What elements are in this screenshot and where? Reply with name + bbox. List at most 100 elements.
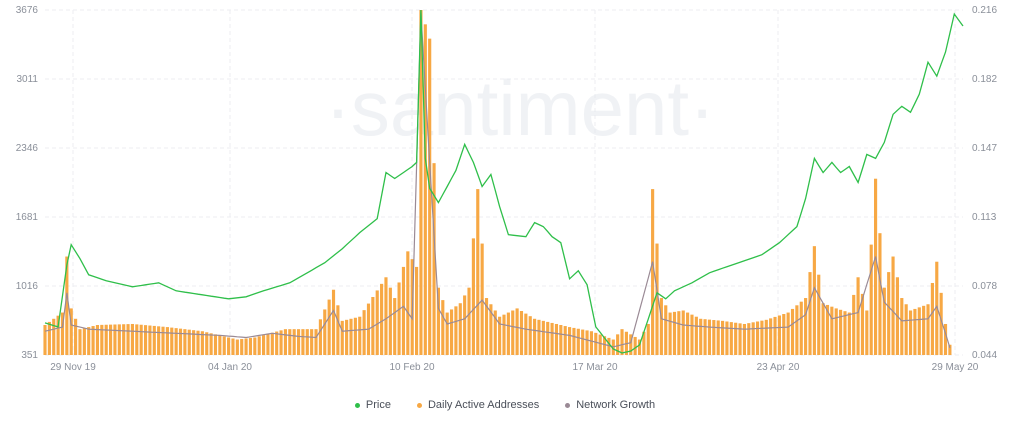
daa-bar [742, 323, 746, 355]
daa-bar [646, 323, 650, 355]
daa-bar [362, 310, 366, 355]
daa-bar [913, 308, 917, 355]
daa-bar [222, 336, 226, 355]
daa-bar [436, 287, 440, 355]
daa-bar [331, 289, 336, 355]
daa-bar [419, 10, 423, 355]
daa-bar [843, 311, 847, 355]
daa-bar [345, 319, 349, 355]
daa-bar [471, 238, 475, 355]
daa-bar [812, 246, 816, 355]
daa-bar [310, 329, 314, 355]
daa-bar [519, 311, 524, 355]
daa-bar [602, 336, 607, 355]
daa-bar [432, 163, 436, 355]
daa-bar [725, 321, 729, 355]
daa-bar [856, 277, 860, 355]
daa-bar [926, 304, 930, 355]
daa-bar [270, 332, 274, 355]
daa-bar [244, 338, 248, 355]
daa-bar [183, 329, 187, 355]
daa-bar [620, 329, 624, 355]
daa-bar [882, 287, 886, 355]
daa-bar [74, 318, 78, 355]
daa-bar [126, 324, 130, 355]
daa-bar [60, 312, 65, 355]
daa-bar [651, 189, 655, 355]
daa-bar [415, 266, 419, 355]
price-line [44, 9, 964, 354]
daa-bar [484, 298, 489, 355]
daa-bar [397, 282, 401, 355]
daa-bar [528, 316, 532, 355]
x-tick-label: 23 Apr 20 [757, 362, 800, 373]
daa-bar [874, 178, 878, 355]
daa-bar [200, 331, 204, 355]
daa-bar [703, 319, 707, 355]
daa-bar [314, 329, 318, 355]
daa-bar [231, 338, 235, 355]
daa-bar [712, 320, 716, 355]
daa-bar [738, 323, 742, 355]
left-tick-label: 351 [21, 350, 38, 361]
left-tick-label: 3676 [16, 5, 39, 16]
daa-bar [821, 303, 825, 355]
daa-bar [428, 38, 432, 355]
daa-bar [865, 310, 869, 355]
daa-bar [305, 329, 309, 355]
daa-bar [616, 334, 620, 355]
daa-bar [541, 320, 545, 355]
daa-bar [56, 315, 60, 355]
daa-bar [148, 325, 152, 355]
legend-swatch-daily-active-addresses [416, 402, 422, 408]
daa-bar [900, 298, 904, 355]
daa-bar [790, 308, 795, 355]
daa-bar [935, 261, 939, 355]
daa-bar [637, 339, 642, 355]
daa-bar [799, 301, 803, 355]
daa-bar [524, 313, 528, 355]
daa-bar [834, 308, 838, 355]
daa-bar [449, 309, 454, 355]
daa-bar [690, 314, 694, 355]
daa-bar [170, 327, 174, 355]
legend-item-daily-active-addresses[interactable]: Daily Active Addresses [416, 399, 539, 411]
legend-item-network-growth[interactable]: Network Growth [565, 399, 655, 411]
daa-bar [109, 324, 113, 355]
daa-bar [139, 324, 143, 355]
daa-bar [747, 323, 751, 355]
network-growth-line [44, 12, 951, 348]
daa-bar [178, 328, 183, 355]
daa-bar [441, 300, 445, 355]
daa-bar [869, 244, 873, 355]
daa-bar [52, 318, 56, 355]
daa-bar [655, 243, 659, 355]
daa-bar [782, 314, 786, 355]
right-axis-ticks: 0.216 0.182 0.147 0.113 0.078 0.044 [972, 5, 997, 361]
daa-bar [769, 318, 773, 355]
daa-bar [554, 323, 559, 355]
daa-bar [891, 256, 895, 355]
daa-bar [489, 304, 493, 355]
daa-bar [576, 328, 580, 355]
daa-bar [423, 24, 427, 355]
daa-bar [607, 337, 611, 355]
daa-bar [677, 311, 681, 355]
daa-bar [633, 336, 637, 355]
daily-active-addresses-bars [43, 10, 952, 355]
x-tick-label: 04 Jan 20 [208, 362, 252, 373]
daa-bar [296, 329, 301, 355]
daa-bar [672, 311, 677, 355]
daa-bar [283, 329, 287, 355]
daa-bar [839, 309, 843, 355]
daa-bar [91, 326, 95, 355]
legend-item-price[interactable]: Price [354, 399, 391, 411]
daa-bar [248, 337, 253, 355]
daa-bar [393, 298, 397, 355]
daa-bar [642, 331, 646, 355]
legend-swatch-network-growth [565, 402, 571, 408]
daa-bar [161, 326, 165, 355]
daa-bar [69, 308, 73, 355]
right-tick-label: 0.216 [972, 5, 997, 16]
